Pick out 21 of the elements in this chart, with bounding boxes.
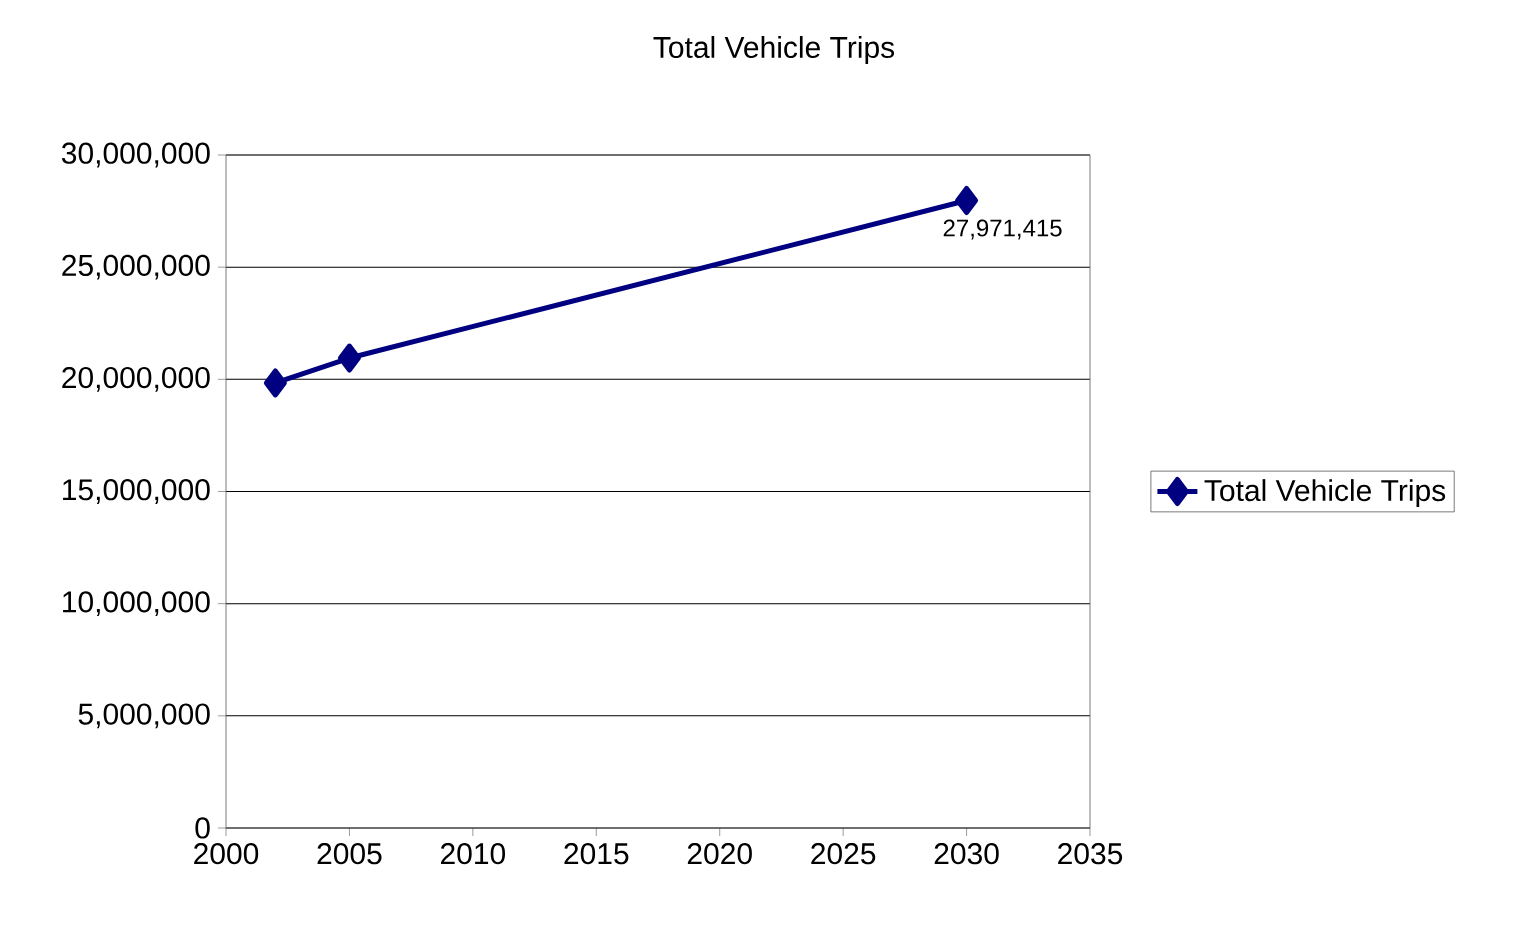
x-tick-label: 2020 xyxy=(687,843,752,865)
y-tick-label: 25,000,000 xyxy=(62,254,210,280)
y-tick-label: 5,000,000 xyxy=(78,703,210,729)
x-tick-label: 2030 xyxy=(934,843,999,865)
x-tick-label: 2010 xyxy=(441,843,506,865)
x-tick-label: 2015 xyxy=(564,843,629,865)
y-tick-label: 30,000,000 xyxy=(61,142,210,168)
point xyxy=(337,343,361,373)
y-tick-label: 0 xyxy=(195,817,210,839)
point xyxy=(955,186,979,215)
legend-label: Total Vehicle Trips xyxy=(1204,479,1446,508)
y-tick-label: 15,000,000 xyxy=(63,479,210,504)
x-tick-label: 2000 xyxy=(194,843,259,865)
chart-title: Total Vehicle Trips xyxy=(653,36,895,64)
x-tick-label: 2025 xyxy=(811,843,876,865)
x-tick-label: 2005 xyxy=(317,843,382,865)
point xyxy=(263,368,287,398)
y-tick-label: 10,000,000 xyxy=(63,591,210,617)
y-tick-label: 20,000,000 xyxy=(62,366,210,392)
data-label: 27,971,415 xyxy=(943,219,1062,240)
x-tick-label: 2035 xyxy=(1058,843,1123,865)
